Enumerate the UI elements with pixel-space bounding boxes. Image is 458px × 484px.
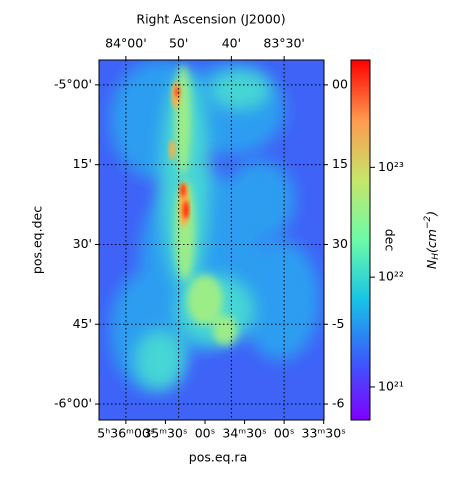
x-tick-label: 00ˢ [274, 426, 295, 441]
x-tick-label: 5ʰ36ᵐ00ˢ [97, 426, 154, 441]
y2-tick-label: 30 [332, 236, 348, 251]
y2-tick-label: 15 [332, 156, 348, 171]
y2-tick-label: 00 [332, 76, 348, 91]
y2-tick-label: -5 [332, 316, 344, 331]
colorbar-label: NH(cm−2) [423, 211, 441, 269]
colorbar-tick-label: 10²² [378, 269, 404, 284]
top-tick-label: 50' [169, 36, 188, 51]
frame [98, 59, 325, 421]
y-tick-label: -5°00' [54, 76, 92, 91]
y2-axis-label: dec [383, 229, 398, 252]
top-tick-label: 84°00' [105, 36, 147, 51]
top-tick-label: 83°30' [263, 36, 305, 51]
x-axis-label: pos.eq.ra [189, 450, 247, 465]
colorbar-tick-label: 10²³ [378, 159, 404, 174]
colorbar [350, 59, 371, 421]
x-tick-label: 33ᵐ30ˢ [302, 426, 346, 441]
y-tick-label: -6°00' [54, 396, 92, 411]
y-tick-label: 45' [73, 316, 92, 331]
x-tick-label: 35ᵐ30ˢ [143, 426, 187, 441]
y-tick-label: 15' [73, 156, 92, 171]
colorbar-tick-label: 10²¹ [378, 378, 404, 393]
y2-tick-label: -6 [332, 396, 345, 411]
x-tick-label: 34ᵐ30ˢ [222, 426, 266, 441]
density-image [99, 60, 324, 420]
y-tick-label: 30' [73, 236, 92, 251]
top-tick-label: 40' [222, 36, 241, 51]
chart-title: Right Ascension (J2000) [136, 12, 285, 27]
y-axis-label: pos.eq.dec [30, 206, 45, 274]
x-tick-label: 00ˢ [195, 426, 216, 441]
